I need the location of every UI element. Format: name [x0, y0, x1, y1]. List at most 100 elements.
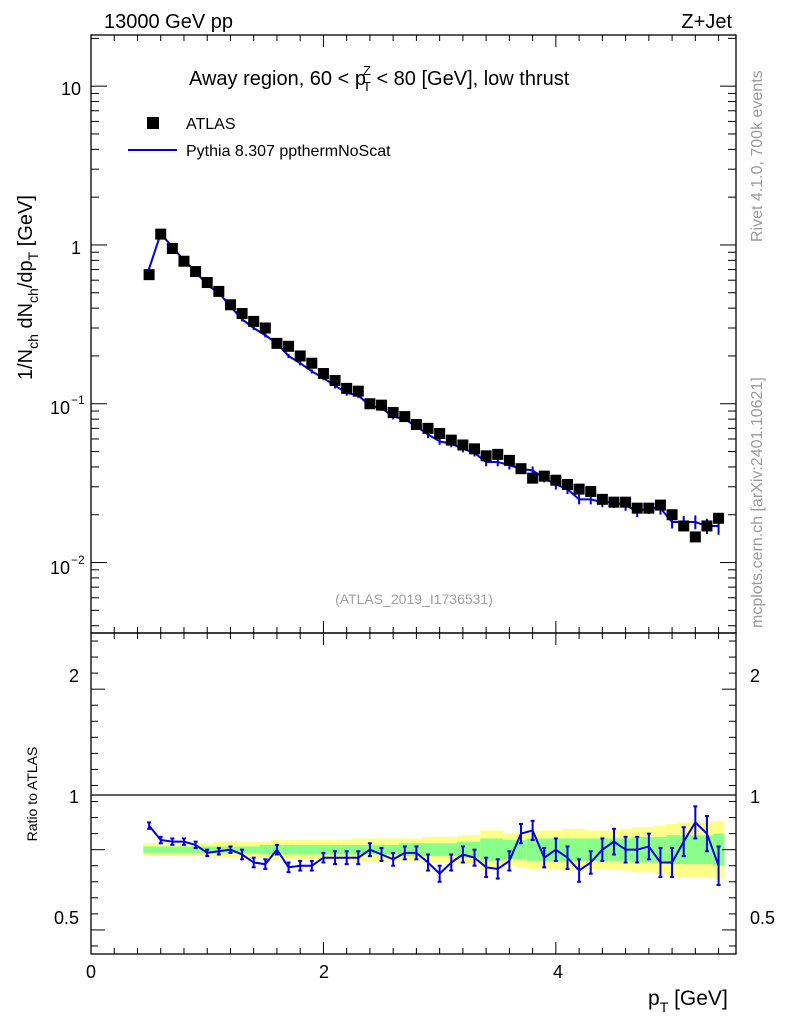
ratio-plot-frame: [90, 632, 737, 955]
data-point: [596, 493, 608, 505]
data-point: [410, 419, 422, 431]
band-inner-segment: [526, 838, 539, 861]
data-point: [469, 443, 481, 455]
data-point: [341, 382, 353, 394]
main-data-layer: [143, 228, 725, 543]
band-inner-segment: [178, 846, 190, 853]
y-axis-label: 1/Nch dNch/dpT [GeV]: [15, 195, 41, 380]
x-axis-label: pT [GeV]: [648, 987, 728, 1015]
data-point: [201, 277, 213, 289]
band-inner-segment: [317, 844, 330, 855]
data-point: [259, 322, 271, 334]
data-point: [457, 439, 469, 451]
data-point: [178, 255, 190, 267]
band-inner-segment: [387, 844, 399, 855]
legend-data-marker: [147, 117, 159, 129]
data-point: [538, 470, 550, 482]
data-point: [503, 454, 515, 466]
ratio-y-axis-label: Ratio to ATLAS: [24, 747, 40, 842]
analysis-watermark: (ATLAS_2019_I1736531): [335, 591, 493, 607]
band-inner-segment: [445, 843, 458, 857]
x-tick-label: 2: [319, 962, 329, 982]
data-point: [387, 407, 399, 419]
data-point: [654, 499, 666, 511]
ratio-tick-label: 0.5: [54, 908, 79, 928]
band-inner-segment: [329, 844, 341, 855]
data-point: [585, 486, 597, 498]
axis-ticks: [90, 35, 736, 954]
x-tick-label: 0: [86, 962, 96, 982]
legend-mc-label: Pythia 8.307 ppthermNoScat: [186, 143, 391, 160]
data-point: [434, 427, 446, 439]
band-inner-segment: [491, 838, 504, 861]
band-inner-segment: [515, 840, 527, 860]
data-point: [631, 502, 643, 514]
band-inner-segment: [259, 844, 272, 855]
data-point: [666, 509, 678, 521]
data-point: [352, 385, 364, 397]
data-point: [561, 479, 573, 491]
ratio-tick-label: 2: [69, 666, 79, 686]
data-point: [364, 398, 376, 410]
band-inner-segment: [352, 844, 365, 855]
x-tick-label: 4: [553, 962, 563, 982]
data-point: [701, 520, 713, 532]
data-point: [399, 411, 411, 423]
data-point: [236, 308, 248, 320]
ratio-tick-label-right: 0.5: [750, 908, 775, 928]
y-tick-label: 10: [50, 398, 70, 418]
band-inner-segment: [503, 840, 516, 860]
y-tick-exponent: −2: [71, 553, 85, 567]
band-inner-segment: [306, 844, 318, 855]
data-point: [643, 502, 655, 514]
data-point: [515, 463, 527, 475]
data-point: [376, 399, 388, 411]
band-inner-segment: [433, 843, 446, 857]
y-tick-label: 10: [61, 79, 81, 99]
data-point: [689, 531, 701, 543]
ratio-y-tick-labels: 2 1 0.5 2 1 0.5: [54, 666, 775, 928]
data-point: [143, 269, 155, 281]
rivet-annotation: Rivet 4.1.0, 700k events: [749, 70, 766, 242]
band-inner-segment: [294, 844, 306, 855]
band-inner-segment: [143, 846, 155, 853]
data-point: [422, 422, 434, 434]
data-point: [248, 315, 260, 327]
band-inner-segment: [480, 838, 492, 861]
data-point: [213, 285, 225, 297]
ratio-tick-label: 1: [69, 787, 79, 807]
data-point: [620, 496, 632, 508]
data-point: [480, 450, 492, 462]
data-point: [294, 350, 306, 362]
main-y-tick-labels: 10 1 10 −1 10 −2: [50, 79, 85, 578]
y-tick-label: 1: [71, 238, 81, 258]
data-point: [492, 448, 504, 460]
data-point: [306, 357, 318, 369]
data-point: [445, 434, 457, 446]
data-point: [527, 472, 539, 484]
legend-data-label: ATLAS: [186, 116, 236, 133]
process-label: Z+Jet: [681, 11, 732, 33]
band-inner-segment: [584, 838, 597, 861]
data-point: [224, 299, 236, 311]
data-point: [155, 228, 167, 240]
data-point: [271, 337, 283, 349]
y-tick-exponent: −1: [71, 393, 85, 407]
band-inner-segment: [340, 844, 353, 855]
data-point: [573, 483, 585, 495]
data-point: [678, 520, 690, 532]
data-point: [329, 375, 341, 387]
plot-title: Away region, 60 < pZ T < 80 [GeV], low th…: [189, 63, 570, 94]
x-tick-labels: 0 2 4: [86, 962, 563, 982]
ratio-series-line: [148, 820, 720, 876]
data-point: [166, 242, 178, 254]
mcplots-annotation: mcplots.cern.ch [arXiv:2401.10621]: [749, 377, 766, 628]
band-inner-segment: [189, 846, 202, 853]
band-inner-segment: [166, 846, 179, 853]
band-inner-segment: [154, 846, 167, 853]
data-point: [317, 368, 329, 380]
ratio-tick-label-right: 1: [750, 787, 760, 807]
band-inner-segment: [689, 835, 702, 865]
ratio-data-layer: [147, 805, 721, 886]
